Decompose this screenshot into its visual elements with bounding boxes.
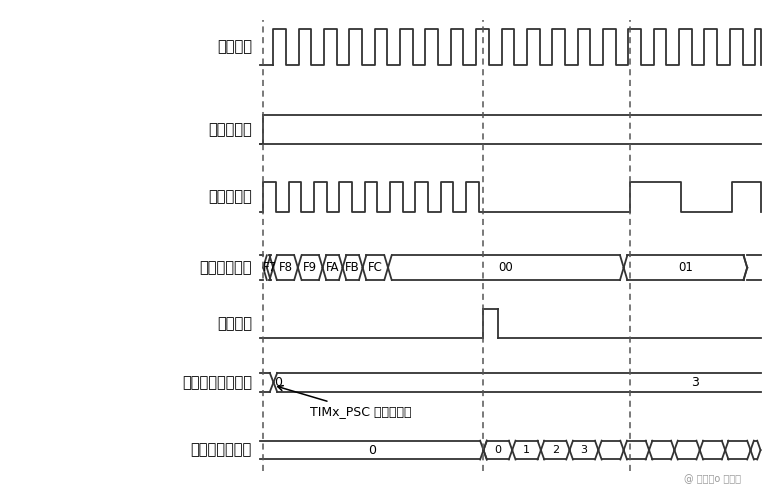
Text: 更新时间: 更新时间: [217, 316, 252, 331]
Text: 00: 00: [498, 261, 514, 274]
Text: 0: 0: [494, 445, 501, 455]
Text: 0: 0: [274, 376, 282, 389]
Text: TIMx_PSC 中写入新值: TIMx_PSC 中写入新值: [278, 386, 412, 418]
Text: 01: 01: [678, 261, 693, 274]
Text: 内部时钟: 内部时钟: [217, 39, 252, 54]
Text: 1: 1: [523, 445, 530, 455]
Text: F9: F9: [303, 261, 317, 274]
Text: 3: 3: [581, 445, 588, 455]
Text: FC: FC: [368, 261, 383, 274]
Text: FB: FB: [345, 261, 360, 274]
Text: 计数器使能: 计数器使能: [208, 122, 252, 137]
Text: 计数器寄存器: 计数器寄存器: [199, 260, 252, 275]
Text: FA: FA: [326, 261, 340, 274]
Text: 2: 2: [551, 445, 559, 455]
Text: 定时器时钟: 定时器时钟: [208, 189, 252, 204]
Text: @ 嗯男子o 坊编程: @ 嗯男子o 坊编程: [684, 475, 741, 485]
Text: 3: 3: [691, 376, 699, 389]
Text: 预分频器计数器: 预分频器计数器: [190, 443, 252, 458]
Text: F7: F7: [263, 261, 277, 274]
Text: F8: F8: [279, 261, 293, 274]
Text: 0: 0: [367, 444, 376, 457]
Text: 预分频控制寄存器: 预分频控制寄存器: [182, 375, 252, 390]
